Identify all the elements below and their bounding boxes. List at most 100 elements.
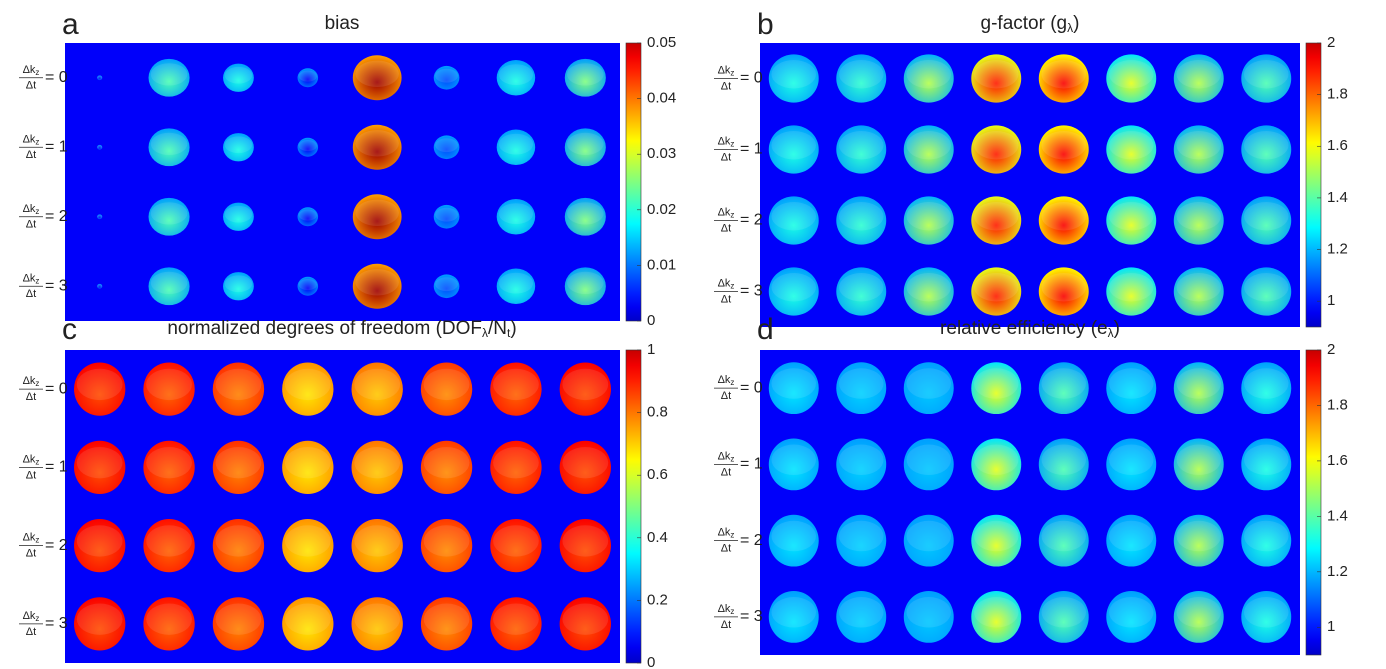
phantom-overlap (499, 134, 533, 155)
row-label-denominator: Δt (721, 80, 731, 92)
phantom-overlap (567, 202, 604, 224)
phantom-overlap (771, 445, 816, 476)
phantom-overlap (77, 447, 123, 478)
row-label-value: = 3 (45, 277, 68, 294)
phantom-overlap (906, 368, 951, 399)
row-label-numerator: Δkz (718, 450, 735, 463)
phantom-overlap (354, 369, 400, 400)
phantom-overlap (771, 273, 816, 301)
phantom-overlap (771, 597, 816, 628)
row-label-value: = 1 (740, 141, 763, 158)
phantom-overlap (299, 279, 317, 290)
phantom-overlap (97, 145, 102, 148)
phantom-overlap (424, 447, 470, 478)
phantom-overlap (355, 269, 398, 295)
phantom-overlap (906, 60, 951, 88)
phantom-overlap (146, 369, 192, 400)
phantom-overlap (906, 273, 951, 301)
phantom-overlap (1109, 368, 1154, 399)
phantom-overlap (974, 131, 1019, 159)
phantom-overlap (1041, 60, 1086, 88)
colorbar-tick-label: 0.2 (647, 591, 668, 608)
row-label-value: = 1 (740, 456, 763, 473)
row-label-denominator: Δt (26, 626, 36, 638)
phantom-overlap (1109, 202, 1154, 230)
phantom-overlap (906, 521, 951, 552)
phantom-overlap (974, 368, 1019, 399)
phantom-overlap (435, 69, 458, 83)
row-label-value: = 2 (740, 212, 763, 229)
phantom-overlap (216, 604, 262, 635)
phantom-overlap (225, 206, 252, 223)
phantom-overlap (567, 133, 604, 155)
phantom-overlap (1176, 131, 1221, 159)
phantom-overlap (1041, 273, 1086, 301)
phantom-overlap (1244, 445, 1289, 476)
phantom-overlap (499, 203, 533, 224)
phantom-overlap (77, 525, 123, 556)
phantom-overlap (97, 215, 102, 218)
row-label-value: = 0 (45, 380, 68, 397)
phantom-overlap (1244, 597, 1289, 628)
phantom-overlap (974, 521, 1019, 552)
row-label-numerator: Δkz (23, 453, 40, 466)
phantom-overlap (1176, 521, 1221, 552)
phantom-overlap (1109, 273, 1154, 301)
phantom-overlap (1244, 521, 1289, 552)
phantom-overlap (1176, 273, 1221, 301)
row-label-numerator: Δkz (718, 64, 735, 77)
colorbar-tick-label: 0.6 (647, 466, 668, 483)
row-label-value: = 1 (45, 459, 68, 476)
row-label-value: = 2 (45, 537, 68, 554)
row-label-numerator: Δkz (718, 135, 735, 148)
phantom-overlap (424, 604, 470, 635)
colorbar-tick-label: 1 (647, 341, 655, 358)
row-label-denominator: Δt (26, 469, 36, 481)
phantom-overlap (285, 525, 331, 556)
row-label-denominator: Δt (721, 466, 731, 478)
phantom-overlap (771, 60, 816, 88)
phantom-overlap (1244, 131, 1289, 159)
phantom-overlap (493, 447, 539, 478)
colorbar-tick-label: 1.4 (1327, 507, 1348, 524)
phantom-overlap (1176, 368, 1221, 399)
panel: abiasΔkzΔt= 0ΔkzΔt= 1ΔkzΔt= 2ΔkzΔt= 300.… (19, 8, 676, 329)
panel-letter: d (757, 313, 774, 346)
phantom-overlap (839, 273, 884, 301)
phantom-overlap (567, 272, 604, 294)
panel-letter: b (757, 8, 774, 41)
colorbar (1306, 43, 1321, 327)
phantom-overlap (77, 369, 123, 400)
phantom-overlap (285, 369, 331, 400)
phantom-overlap (424, 525, 470, 556)
phantom-overlap (839, 368, 884, 399)
phantom-overlap (1041, 521, 1086, 552)
row-label-value: = 2 (45, 208, 68, 225)
row-label-denominator: Δt (26, 548, 36, 560)
phantom-overlap (974, 202, 1019, 230)
phantom-overlap (151, 202, 188, 224)
phantom-overlap (151, 133, 188, 155)
phantom-overlap (285, 604, 331, 635)
row-label-numerator: Δkz (23, 64, 40, 77)
row-label-numerator: Δkz (23, 610, 40, 623)
phantom-overlap (906, 597, 951, 628)
panel: cnormalized degrees of freedom (DOFλ/Nt)… (19, 313, 668, 669)
colorbar-tick-label: 1.2 (1327, 563, 1348, 580)
phantom-overlap (216, 369, 262, 400)
image-background (65, 43, 620, 321)
phantom-overlap (906, 202, 951, 230)
phantom-overlap (151, 272, 188, 294)
row-label-denominator: Δt (26, 80, 36, 92)
phantom-overlap (1244, 368, 1289, 399)
phantom-overlap (1176, 597, 1221, 628)
row-label-denominator: Δt (26, 391, 36, 403)
colorbar-tick-label: 0.04 (647, 90, 676, 107)
row-label-value: = 3 (740, 283, 763, 300)
phantom-overlap (562, 369, 608, 400)
row-label-numerator: Δkz (718, 527, 735, 540)
phantom-overlap (299, 210, 317, 221)
row-label-denominator: Δt (26, 219, 36, 231)
row-label-numerator: Δkz (718, 374, 735, 387)
